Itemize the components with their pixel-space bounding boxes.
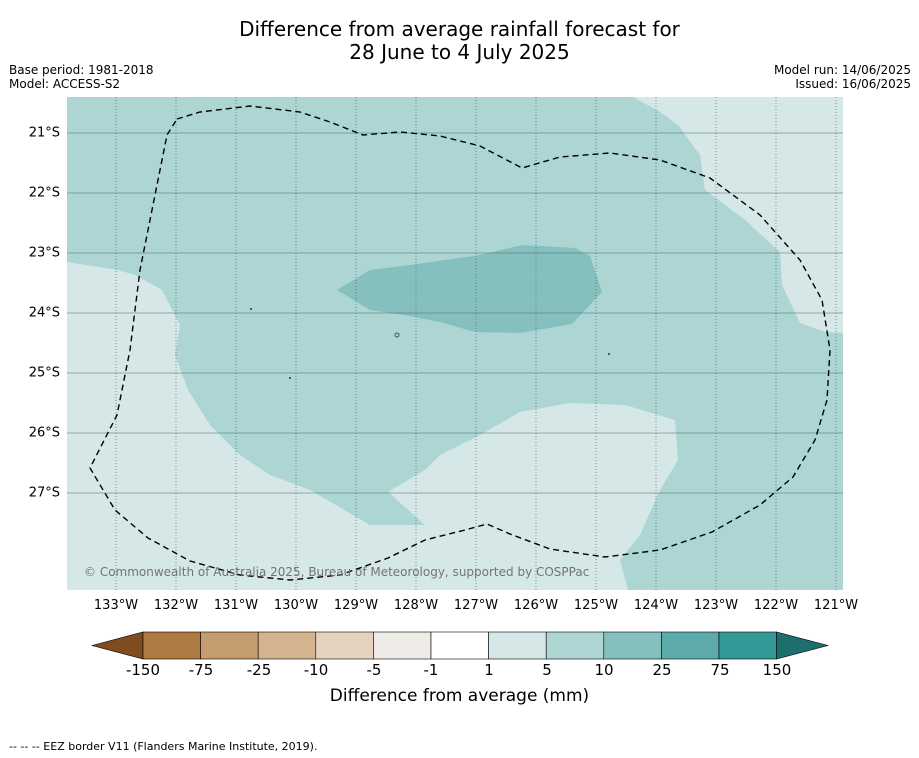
title-line-2: 28 June to 4 July 2025 — [349, 40, 570, 64]
colorbar-tick: -1 — [423, 661, 439, 679]
colorbar — [90, 631, 830, 660]
colorbar-arrow-low — [90, 631, 144, 660]
map-canvas — [67, 97, 843, 590]
eez-footnote: -- -- -- EEZ border V11 (Flanders Marine… — [9, 740, 318, 753]
rainfall-map[interactable] — [67, 97, 843, 590]
colorbar-swatch — [373, 631, 432, 660]
lon-label: 128°W — [393, 598, 439, 613]
colorbar-tick: -150 — [125, 661, 161, 679]
base-period-text: Base period: 1981-2018 — [9, 63, 154, 77]
lon-label: 127°W — [453, 598, 499, 613]
model-run-text: Model run: 14/06/2025 — [773, 63, 911, 77]
colorbar-tick: 25 — [652, 661, 672, 679]
colorbar-tick: 1 — [484, 661, 494, 679]
colorbar-swatch — [200, 631, 259, 660]
lon-label: 124°W — [633, 598, 679, 613]
colorbar-arrow-high — [776, 631, 830, 660]
lat-label: 25°S — [28, 365, 60, 381]
colorbar-label: Difference from average (mm) — [329, 686, 590, 706]
lat-label: 23°S — [28, 245, 60, 261]
colorbar-swatch — [488, 631, 547, 660]
colorbar-swatch — [257, 631, 317, 660]
lon-label: 122°W — [753, 598, 799, 613]
colorbar-tick: 75 — [710, 661, 730, 679]
graticule-lines — [67, 97, 843, 590]
colorbar-tick: -10 — [303, 661, 329, 679]
map-title: Difference from average rainfall forecas… — [0, 18, 919, 64]
metadata-left: Base period: 1981-2018 Model: ACCESS-S2 — [9, 63, 154, 91]
lat-label: 27°S — [28, 485, 60, 501]
lat-label: 24°S — [28, 305, 60, 321]
lon-label: 130°W — [273, 598, 319, 613]
eez-border — [89, 105, 831, 581]
issued-text: Issued: 16/06/2025 — [795, 77, 911, 91]
colorbar-swatch — [315, 631, 374, 660]
lat-label: 21°S — [28, 125, 60, 141]
colorbar-swatch — [430, 631, 489, 660]
lon-label: 133°W — [93, 598, 139, 613]
colorbar-swatch — [661, 631, 720, 660]
colorbar-swatch — [545, 631, 605, 660]
region-5-to-10mm — [67, 97, 843, 590]
lat-label: 22°S — [28, 185, 60, 201]
colorbar-tick: -25 — [246, 661, 272, 679]
colorbar-swatch — [142, 631, 201, 660]
colorbar-tick: -75 — [188, 661, 214, 679]
colorbar-tick: 5 — [542, 661, 552, 679]
lon-label: 123°W — [693, 598, 739, 613]
title-line-1: Difference from average rainfall forecas… — [239, 17, 680, 41]
lon-label: 131°W — [213, 598, 259, 613]
colorbar-tick: -5 — [366, 661, 382, 679]
lon-label: 129°W — [333, 598, 379, 613]
metadata-right: Model run: 14/06/2025 Issued: 16/06/2025 — [774, 63, 911, 91]
lat-label: 26°S — [28, 425, 60, 441]
copyright-notice: © Commonwealth of Australia 2025, Bureau… — [84, 565, 590, 579]
lon-label: 125°W — [573, 598, 619, 613]
colorbar-tick: 10 — [594, 661, 614, 679]
colorbar-swatch — [718, 631, 777, 660]
colorbar-swatches — [90, 631, 830, 660]
lon-label: 126°W — [513, 598, 559, 613]
lon-label: 132°W — [153, 598, 199, 613]
model-text: Model: ACCESS-S2 — [9, 77, 121, 91]
lon-label: 121°W — [813, 598, 859, 613]
colorbar-tick: 150 — [762, 661, 792, 679]
colorbar-swatch — [603, 631, 662, 660]
